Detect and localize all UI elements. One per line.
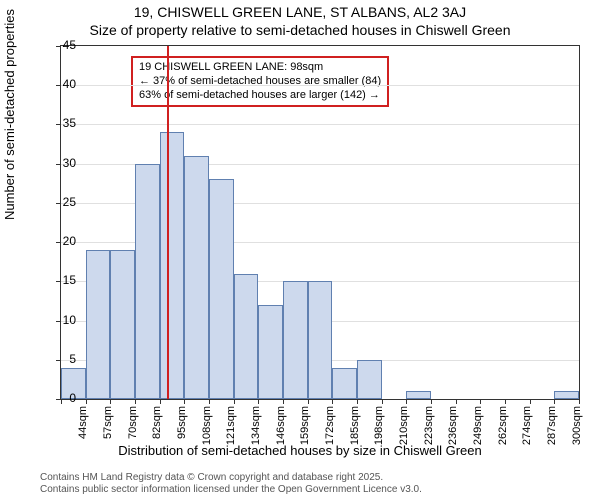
xtick-mark xyxy=(554,399,555,404)
ytick-label: 10 xyxy=(46,313,76,327)
xtick-label: 82sqm xyxy=(151,406,163,456)
xtick-label: 146sqm xyxy=(275,406,287,456)
xtick-mark xyxy=(308,399,309,404)
ytick-label: 5 xyxy=(46,352,76,366)
annotation-line2: ← 37% of semi-detached houses are smalle… xyxy=(139,75,381,89)
gridline xyxy=(61,85,579,86)
xtick-mark xyxy=(431,399,432,404)
histogram-bar xyxy=(283,281,308,399)
xtick-mark xyxy=(86,399,87,404)
ytick-label: 20 xyxy=(46,234,76,248)
xtick-mark xyxy=(184,399,185,404)
y-axis-label: Number of semi-detached properties xyxy=(2,9,17,220)
histogram-bar xyxy=(554,391,579,399)
xtick-mark xyxy=(283,399,284,404)
footer-attribution: Contains HM Land Registry data © Crown c… xyxy=(40,472,422,496)
xtick-mark xyxy=(406,399,407,404)
xtick-label: 249sqm xyxy=(472,406,484,456)
ytick-label: 0 xyxy=(46,391,76,405)
xtick-mark xyxy=(579,399,580,404)
xtick-mark xyxy=(505,399,506,404)
histogram-bar xyxy=(406,391,431,399)
xtick-mark xyxy=(135,399,136,404)
xtick-label: 95sqm xyxy=(176,406,188,456)
ytick-label: 30 xyxy=(46,156,76,170)
xtick-label: 57sqm xyxy=(102,406,114,456)
chart-title-address: 19, CHISWELL GREEN LANE, ST ALBANS, AL2 … xyxy=(0,4,600,20)
xtick-mark xyxy=(480,399,481,404)
xtick-mark xyxy=(209,399,210,404)
highlight-line xyxy=(167,46,169,399)
xtick-label: 172sqm xyxy=(324,406,336,456)
xtick-mark xyxy=(160,399,161,404)
histogram-bar xyxy=(86,250,111,399)
xtick-label: 185sqm xyxy=(349,406,361,456)
xtick-label: 108sqm xyxy=(201,406,213,456)
xtick-mark xyxy=(357,399,358,404)
ytick-label: 15 xyxy=(46,273,76,287)
footer-line2: Contains public sector information licen… xyxy=(40,484,422,496)
xtick-mark xyxy=(382,399,383,404)
histogram-bar xyxy=(184,156,209,399)
xtick-mark xyxy=(110,399,111,404)
xtick-label: 274sqm xyxy=(521,406,533,456)
xtick-label: 159sqm xyxy=(299,406,311,456)
xtick-mark xyxy=(234,399,235,404)
gridline xyxy=(61,124,579,125)
ytick-label: 35 xyxy=(46,116,76,130)
xtick-mark xyxy=(258,399,259,404)
xtick-label: 300sqm xyxy=(571,406,583,456)
histogram-bar xyxy=(135,164,160,399)
xtick-mark xyxy=(332,399,333,404)
annotation-box: 19 CHISWELL GREEN LANE: 98sqm ← 37% of s… xyxy=(131,56,389,107)
ytick-label: 45 xyxy=(46,38,76,52)
histogram-bar xyxy=(258,305,283,399)
xtick-label: 287sqm xyxy=(546,406,558,456)
xtick-label: 121sqm xyxy=(225,406,237,456)
histogram-bar xyxy=(308,281,333,399)
xtick-mark xyxy=(530,399,531,404)
histogram-bar xyxy=(160,132,185,399)
xtick-label: 236sqm xyxy=(447,406,459,456)
xtick-label: 198sqm xyxy=(373,406,385,456)
xtick-label: 262sqm xyxy=(497,406,509,456)
annotation-line3: 63% of semi-detached houses are larger (… xyxy=(139,89,381,103)
histogram-bar xyxy=(110,250,135,399)
annotation-line1: 19 CHISWELL GREEN LANE: 98sqm xyxy=(139,61,381,75)
xtick-label: 134sqm xyxy=(250,406,262,456)
ytick-label: 25 xyxy=(46,195,76,209)
xtick-label: 210sqm xyxy=(398,406,410,456)
footer-line1: Contains HM Land Registry data © Crown c… xyxy=(40,472,422,484)
xtick-label: 223sqm xyxy=(423,406,435,456)
histogram-bar xyxy=(332,368,357,399)
plot-area: 19 CHISWELL GREEN LANE: 98sqm ← 37% of s… xyxy=(60,45,580,400)
histogram-bar xyxy=(234,274,259,400)
xtick-mark xyxy=(456,399,457,404)
histogram-bar xyxy=(357,360,382,399)
chart-title-description: Size of property relative to semi-detach… xyxy=(0,22,600,38)
histogram-bar xyxy=(209,179,234,399)
xtick-label: 44sqm xyxy=(77,406,89,456)
xtick-label: 70sqm xyxy=(127,406,139,456)
ytick-label: 40 xyxy=(46,77,76,91)
